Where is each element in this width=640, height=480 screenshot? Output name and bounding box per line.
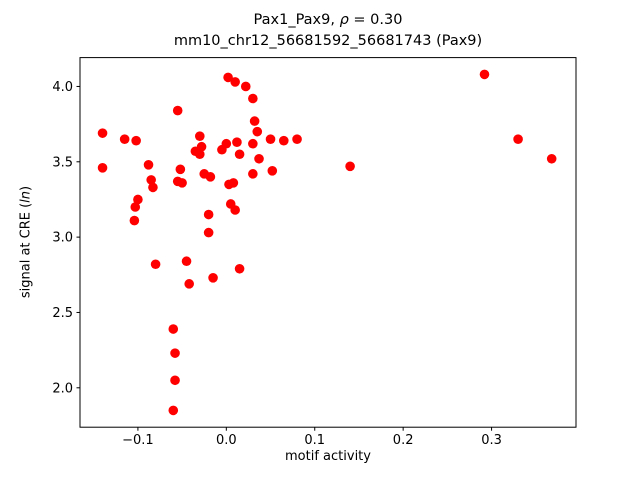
scatter-point xyxy=(224,179,234,190)
x-tick-label: 0.1 xyxy=(304,433,325,448)
scatter-point xyxy=(208,273,218,283)
scatter-point xyxy=(248,93,258,104)
scatter-point xyxy=(513,134,523,144)
scatter-point xyxy=(195,131,205,141)
scatter-point xyxy=(345,161,355,172)
scatter-point xyxy=(203,209,214,220)
title-rho-symbol: ρ xyxy=(339,12,349,28)
y-axis-label-text: signal at CRE ( xyxy=(18,202,34,299)
title-text: Pax1_Pax9, xyxy=(253,12,340,28)
scatter-point xyxy=(97,128,108,138)
scatter-point xyxy=(230,77,240,87)
y-axis-label: signal at CRE (ln) xyxy=(19,186,34,298)
scatter-point xyxy=(97,163,108,173)
x-tick-label: −0.1 xyxy=(122,433,154,448)
scatter-point xyxy=(254,153,264,164)
scatter-point xyxy=(249,116,260,126)
scatter-point xyxy=(184,279,194,289)
scatter-point xyxy=(133,194,143,205)
scatter-point xyxy=(129,215,140,226)
y-tick-label: 3.5 xyxy=(52,155,73,170)
scatter-point xyxy=(177,178,187,188)
x-tick-label: 0.0 xyxy=(216,433,237,448)
scatter-point xyxy=(248,138,258,149)
scatter-point xyxy=(248,169,258,179)
scatter-point xyxy=(230,205,240,215)
scatter-point xyxy=(119,134,130,144)
scatter-point xyxy=(130,202,141,212)
scatter-point xyxy=(181,256,192,267)
scatter-point xyxy=(240,81,251,92)
scatter-point xyxy=(546,153,557,164)
scatter-point xyxy=(221,138,232,149)
scatter-point xyxy=(172,105,183,116)
scatter-point xyxy=(234,149,245,160)
y-tick-label: 3.0 xyxy=(52,231,73,246)
scatter-point xyxy=(168,324,179,334)
title-line-2: mm10_chr12_56681592_56681743 (Pax9) xyxy=(173,33,483,49)
scatter-point xyxy=(267,166,278,176)
x-tick-label: 0.2 xyxy=(393,433,414,448)
scatter-point xyxy=(150,259,161,270)
y-tick-label: 2.0 xyxy=(52,381,73,396)
scatter-point xyxy=(479,69,490,80)
plot-frame xyxy=(79,57,577,428)
scatter-point xyxy=(223,72,233,83)
scatter-point xyxy=(265,134,276,144)
scatter-point xyxy=(143,160,154,170)
scatter-point xyxy=(170,375,180,386)
scatter-point xyxy=(131,135,141,146)
scatter-point xyxy=(234,263,245,274)
chart-title: Pax1_Pax9, ρ = 0.30 mm10_chr12_56681592_… xyxy=(80,10,576,52)
scatter-point xyxy=(146,175,156,185)
scatter-point xyxy=(170,348,180,358)
scatter-point xyxy=(252,126,263,137)
y-axis-label-close: ) xyxy=(18,185,34,191)
scatter-point xyxy=(168,405,179,416)
title-rho-value: = 0.30 xyxy=(348,12,403,28)
scatter-point xyxy=(203,227,214,238)
y-tick-label: 2.5 xyxy=(52,306,73,321)
scatter-point xyxy=(205,172,216,182)
title-line-1: Pax1_Pax9, ρ = 0.30 xyxy=(80,10,576,31)
scatter-point xyxy=(148,182,158,193)
scatter-point xyxy=(175,164,186,175)
scatter-point xyxy=(278,135,289,146)
y-tick-label: 4.0 xyxy=(52,80,73,95)
scatter-point xyxy=(292,134,302,144)
scatter-point xyxy=(232,137,242,148)
y-axis-label-ln: ln xyxy=(18,190,34,203)
scatter-point xyxy=(195,149,205,160)
x-tick-label: 0.3 xyxy=(481,433,502,448)
x-axis-label: motif activity xyxy=(285,449,371,464)
